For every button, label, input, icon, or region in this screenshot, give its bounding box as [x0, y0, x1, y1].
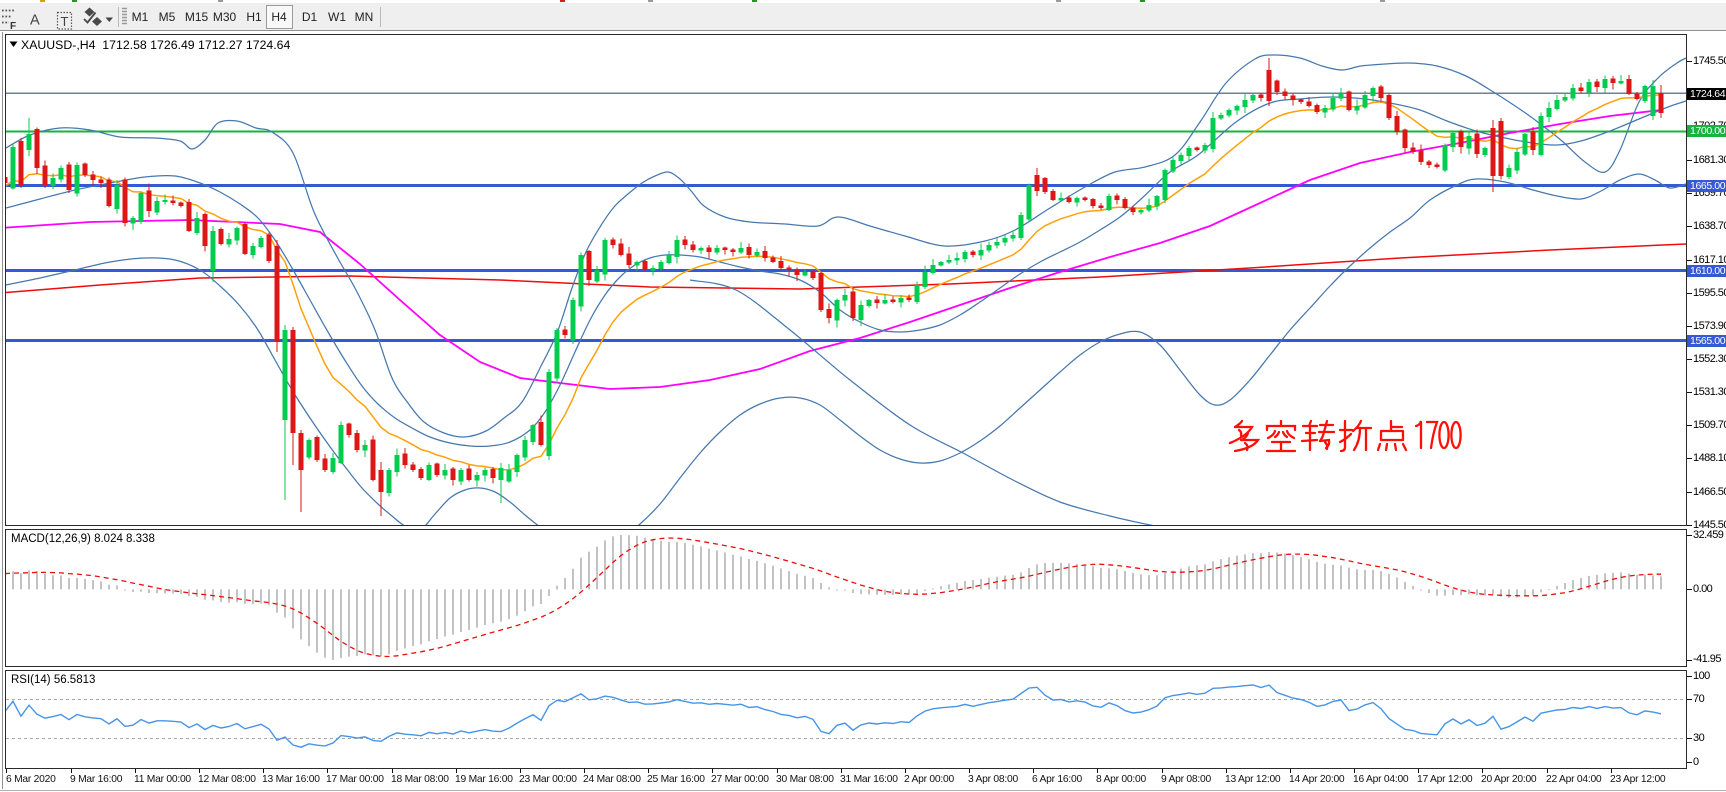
- svg-text:A: A: [30, 13, 40, 29]
- svg-text:F: F: [10, 21, 16, 31]
- svg-text:T: T: [61, 14, 69, 29]
